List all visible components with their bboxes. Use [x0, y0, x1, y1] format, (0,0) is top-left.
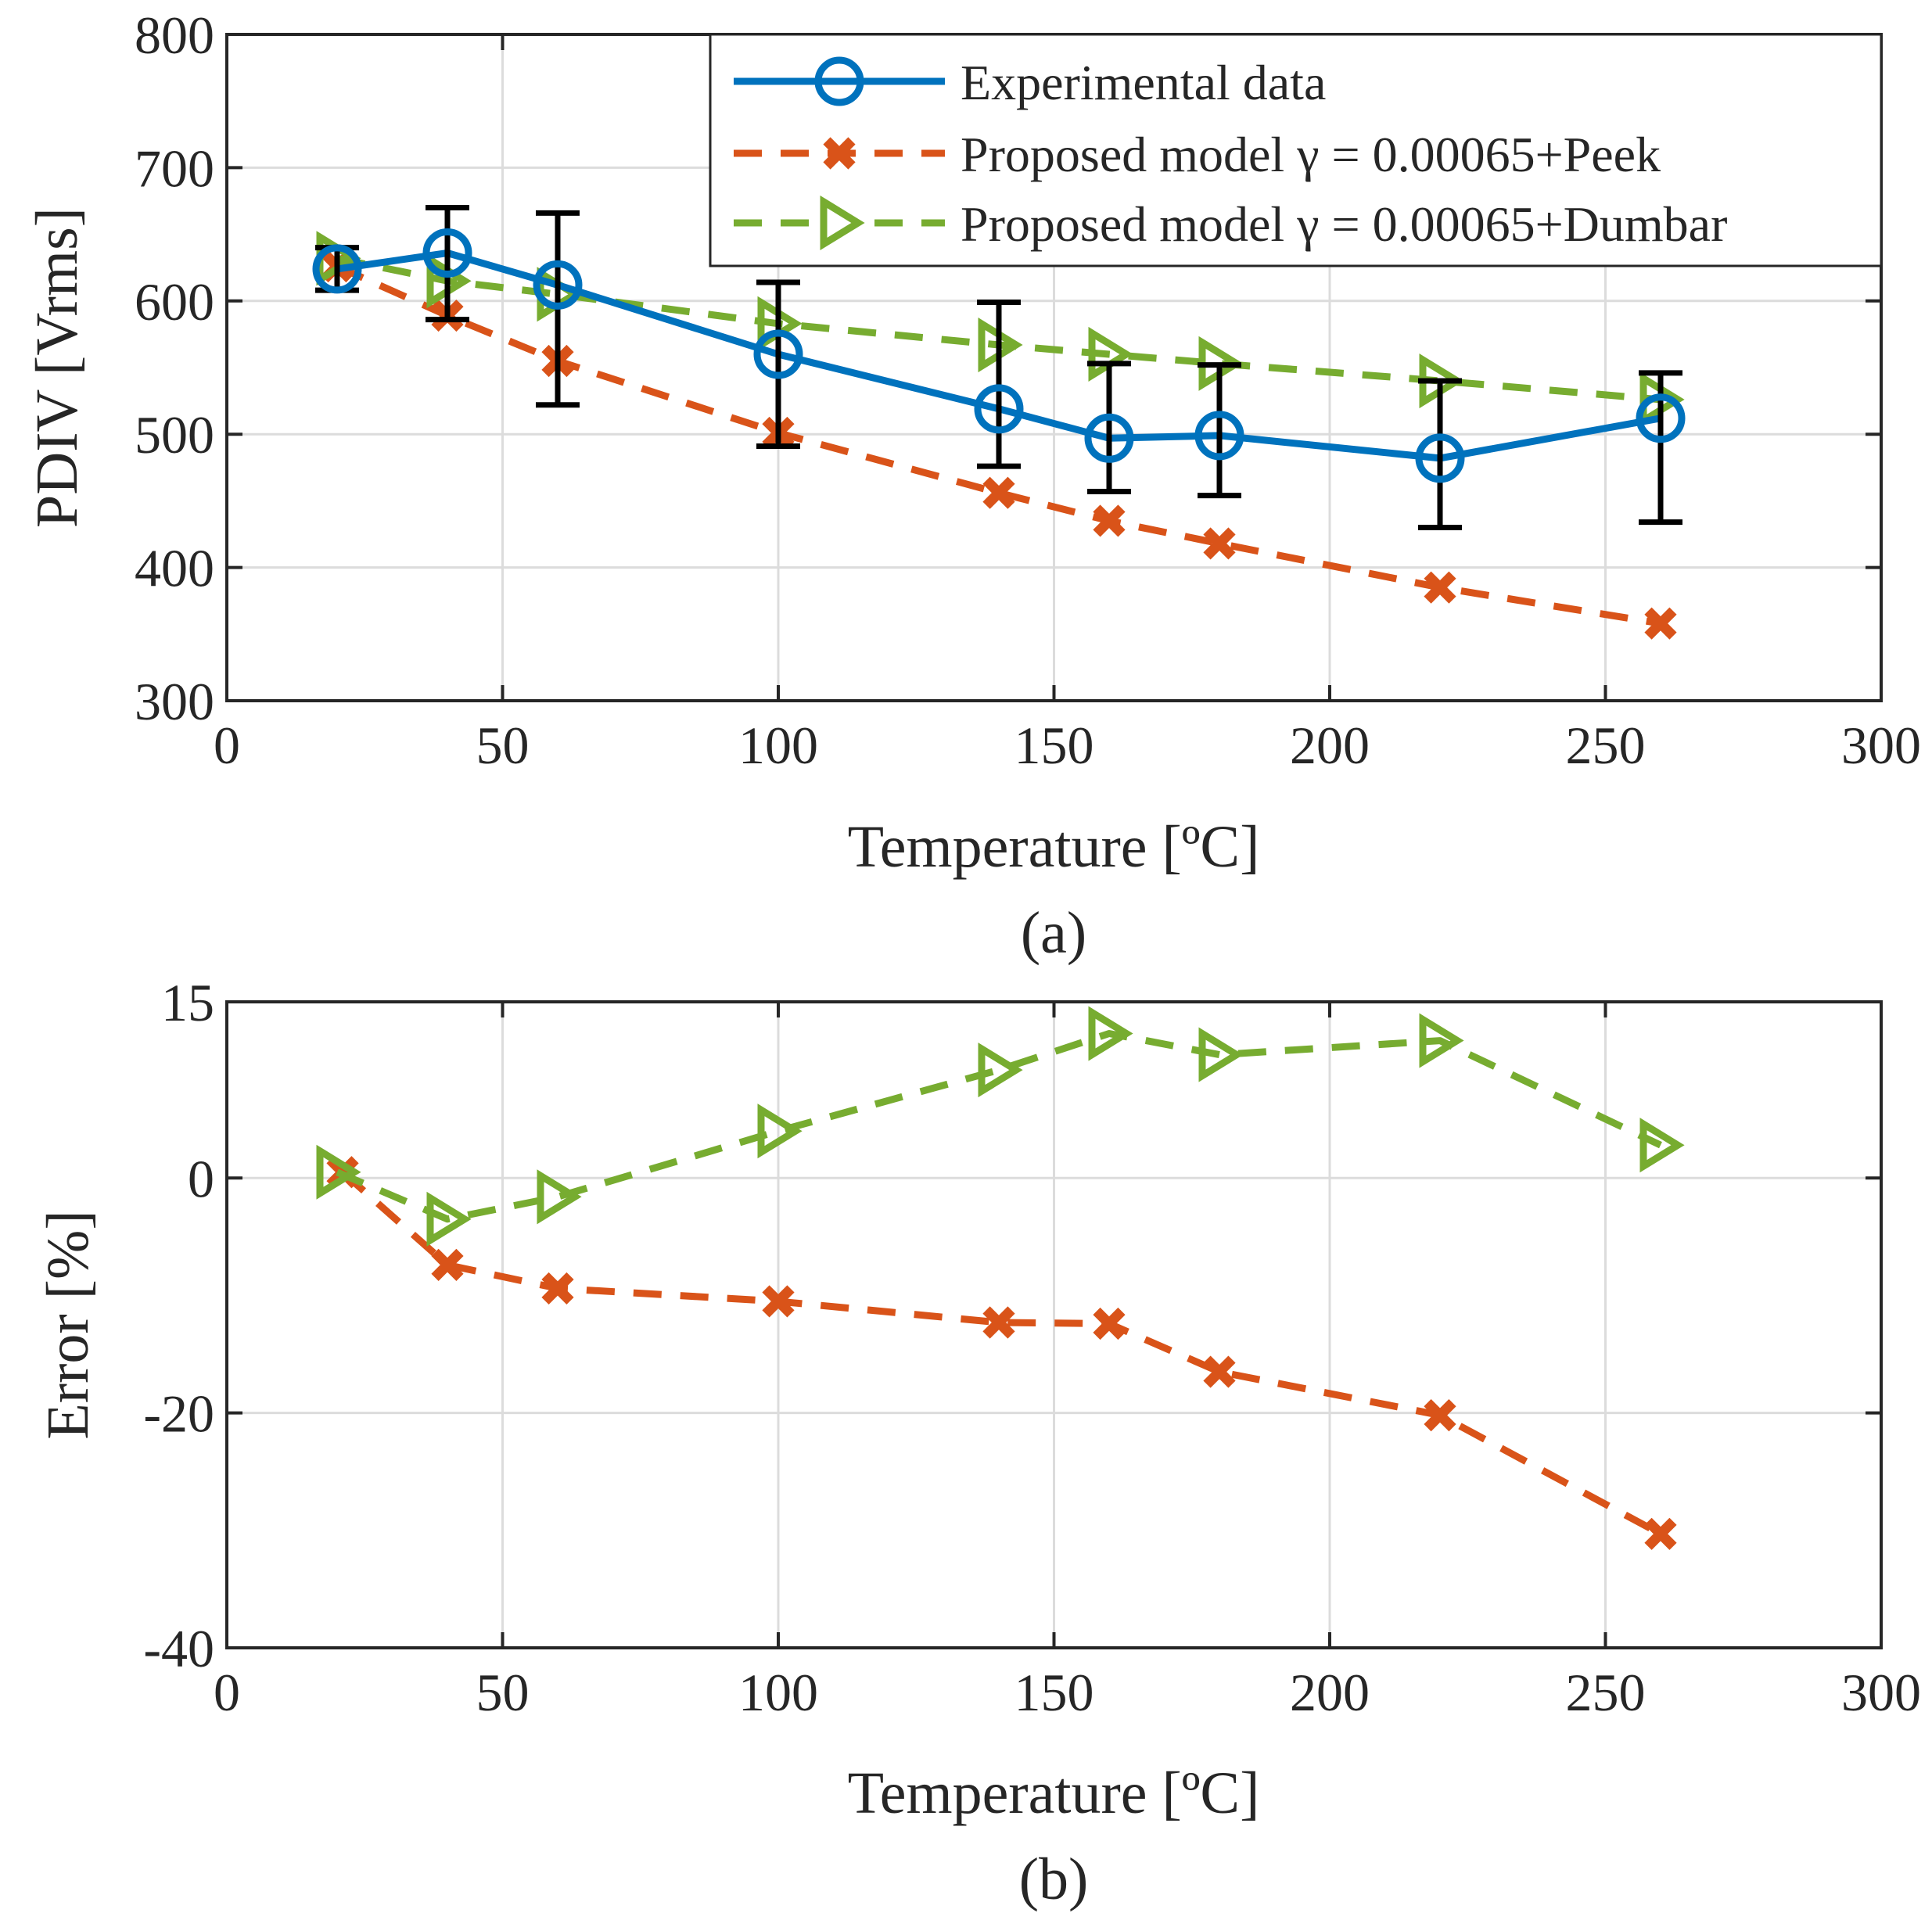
x-tick-label: 150	[1014, 1663, 1094, 1722]
legend-marker-dumbar	[820, 195, 865, 251]
x-tick-label: 150	[1014, 716, 1094, 775]
legend-box	[709, 33, 1883, 267]
legend: Experimental data Proposed model γ = 0.0…	[709, 33, 1883, 267]
y-tick-label: -20	[143, 1384, 214, 1444]
series-layer-b	[316, 1006, 1685, 1550]
data-point-experimental	[974, 384, 1024, 434]
error-bar	[426, 205, 469, 323]
y-tick-label: 0	[188, 1149, 214, 1208]
ticks-a: 0 50 100 150 200 250 300 300 400 500 600 700 800	[135, 5, 1921, 775]
data-point-peek	[982, 1306, 1015, 1339]
x-tick-label: 50	[476, 716, 530, 775]
data-point-dumbar	[1088, 1006, 1133, 1061]
x-axis-label-b: Temperature [ºC]	[848, 1760, 1260, 1826]
series-line-peek-a	[336, 263, 1661, 627]
data-point-peek	[1203, 1355, 1236, 1388]
panel-caption-a: (a)	[1021, 900, 1086, 966]
data-point-dumbar	[757, 1104, 803, 1159]
x-axis-label-a: Temperature [ºC]	[848, 814, 1260, 880]
x-tick-label: 300	[1841, 1663, 1921, 1722]
data-point-peek	[1424, 1399, 1456, 1432]
y-axis-label-b: Error [%]	[35, 1210, 101, 1439]
x-tick-label: 100	[738, 716, 818, 775]
legend-entry-dumbar: Proposed model γ = 0.00065+Dumbar	[734, 195, 1727, 252]
series-line-peek-b	[340, 1169, 1663, 1538]
panel-caption-b: (b)	[1019, 1846, 1089, 1912]
data-point-experimental	[312, 244, 362, 294]
error-bar	[1198, 362, 1241, 499]
chart-panel-a: 0 50 100 150 200 250 300 300 400 500 600 700 800 Tem…	[24, 5, 1921, 966]
data-point-peek	[431, 1248, 464, 1282]
x-tick-label: 300	[1841, 716, 1921, 775]
data-point-peek	[1203, 527, 1236, 560]
data-point-dumbar	[316, 1144, 361, 1200]
legend-marker-peek	[823, 137, 856, 170]
data-point-experimental	[533, 260, 583, 310]
legend-marker-experimental	[814, 56, 864, 106]
series-line-dumbar-b	[336, 1030, 1662, 1223]
y-tick-label: 500	[135, 405, 214, 465]
data-point-peek	[1424, 571, 1456, 604]
chart-panel-b: 0 50 100 150 200 250 300 -40 -20 0 15 Temperature …	[35, 973, 1921, 1912]
y-tick-label: 600	[135, 272, 214, 332]
x-tick-label: 0	[214, 1663, 240, 1722]
error-bar	[756, 279, 800, 450]
y-tick-label: -40	[143, 1619, 214, 1678]
legend-entry-peek: Proposed model γ = 0.00065+Peek	[734, 127, 1661, 182]
data-point-peek	[1644, 607, 1677, 640]
data-point-experimental	[1636, 393, 1686, 443]
legend-label-peek: Proposed model γ = 0.00065+Peek	[961, 127, 1661, 182]
legend-entry-experimental: Experimental data	[734, 55, 1326, 110]
series-layer-a	[312, 205, 1686, 640]
legend-label-experimental: Experimental data	[961, 55, 1326, 110]
data-point-dumbar	[537, 1169, 582, 1225]
x-tick-label: 50	[476, 1663, 530, 1722]
legend-label-dumbar: Proposed model γ = 0.00065+Dumbar	[961, 196, 1727, 252]
y-tick-label: 300	[135, 672, 214, 731]
data-point-experimental	[753, 329, 803, 379]
ticks-b: 0 50 100 150 200 250 300 -40 -20 0 15	[143, 973, 1921, 1722]
y-axis-label-a: PDIV [Vrms]	[24, 207, 90, 528]
error-bar	[1087, 361, 1131, 494]
data-point-experimental	[1194, 411, 1244, 461]
error-bar	[977, 300, 1021, 469]
x-tick-label: 250	[1566, 716, 1646, 775]
x-tick-label: 250	[1566, 1663, 1646, 1722]
data-point-dumbar	[1639, 1118, 1685, 1173]
error-bar	[1418, 378, 1462, 530]
data-point-peek	[1644, 1517, 1677, 1550]
data-point-peek	[762, 1285, 795, 1318]
data-point-dumbar	[426, 1191, 472, 1247]
data-point-experimental	[422, 228, 472, 278]
x-tick-label: 200	[1290, 1663, 1370, 1722]
x-tick-label: 100	[738, 1663, 818, 1722]
data-point-dumbar	[978, 1043, 1023, 1098]
x-tick-label: 200	[1290, 716, 1370, 775]
data-point-peek	[1093, 504, 1126, 537]
grid-b	[225, 1000, 1883, 1649]
y-tick-label: 15	[161, 973, 214, 1032]
x-tick-label: 0	[214, 716, 240, 775]
data-point-dumbar	[1419, 1013, 1464, 1068]
data-point-peek	[982, 476, 1015, 509]
data-point-peek	[541, 1272, 574, 1305]
y-tick-label: 800	[135, 5, 214, 65]
data-point-experimental	[1084, 413, 1134, 463]
data-point-peek	[1093, 1307, 1126, 1340]
y-tick-label: 400	[135, 539, 214, 598]
data-point-experimental	[1415, 433, 1465, 483]
data-point-dumbar	[1198, 1027, 1244, 1082]
y-tick-label: 700	[135, 138, 214, 198]
